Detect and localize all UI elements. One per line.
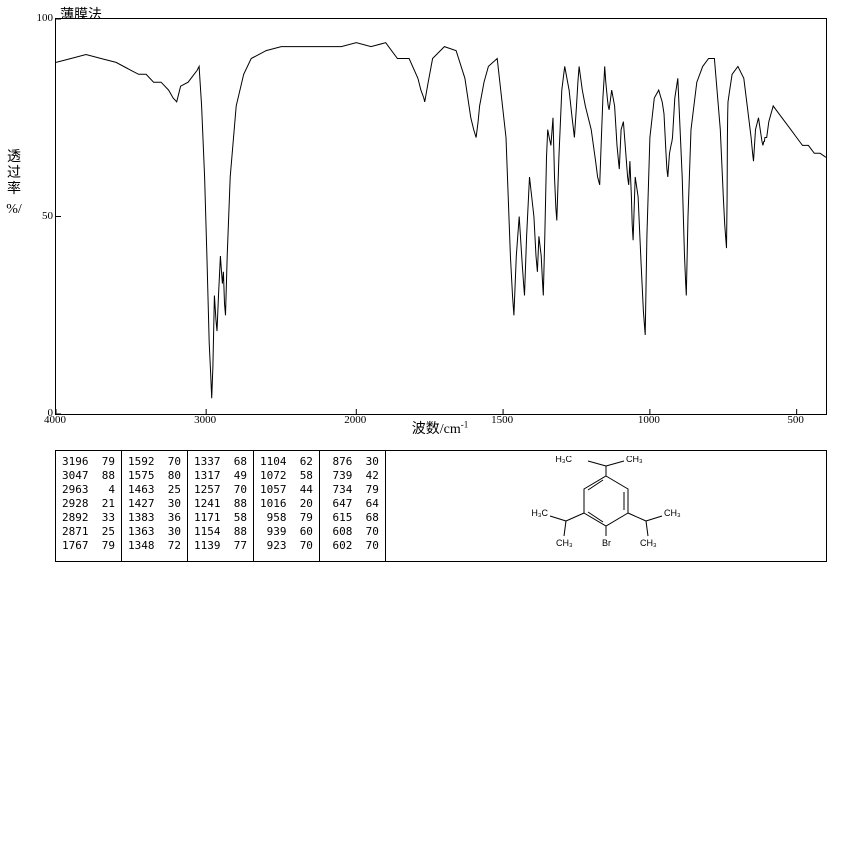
struct-top-right: CH₃ bbox=[626, 456, 643, 464]
y-tick-50: 50 bbox=[42, 210, 53, 222]
peak-col-2: 1592 70 1575 80 1463 25 1427 30 1383 36 … bbox=[122, 451, 188, 561]
y-axis: 100 50 0 bbox=[30, 18, 55, 413]
y-axis-label: 透 过 率 %/ bbox=[6, 150, 22, 218]
y-label-unit: %/ bbox=[6, 202, 22, 218]
y-label-line3: 率 bbox=[6, 182, 22, 198]
y-label-line1: 透 bbox=[6, 150, 22, 166]
peak-data-panel: 3196 79 3047 88 2963 4 2928 21 2892 33 2… bbox=[55, 450, 827, 562]
struct-br: Br bbox=[602, 538, 611, 548]
x-axis-label: 波数/cm-1 bbox=[55, 418, 825, 438]
y-tick-100: 100 bbox=[37, 12, 54, 24]
chemical-structure: H₃C CH₃ Br H₃C CH₃ CH₃ CH₃ bbox=[386, 451, 826, 561]
peak-col-3: 1337 68 1317 49 1257 70 1241 88 1171 58 … bbox=[188, 451, 254, 561]
struct-left-h3c: H₃C bbox=[531, 508, 548, 518]
peak-col-5: 876 30 739 42 734 79 647 64 615 68 608 7… bbox=[320, 451, 386, 561]
struct-left-ch3: CH₃ bbox=[556, 538, 573, 548]
struct-top-left: H₃C bbox=[555, 456, 572, 464]
spectrum-line bbox=[56, 19, 826, 414]
peak-col-4: 1104 62 1072 58 1057 44 1016 20 958 79 9… bbox=[254, 451, 320, 561]
struct-right-ch3-upper: CH₃ bbox=[664, 508, 681, 518]
page-container: 薄膜法 100 50 0 透 过 率 %/ 400030002000150010… bbox=[0, 0, 850, 850]
peak-col-1: 3196 79 3047 88 2963 4 2928 21 2892 33 2… bbox=[56, 451, 122, 561]
struct-right-ch3-lower: CH₃ bbox=[640, 538, 657, 548]
chart-plot-area bbox=[55, 18, 827, 415]
y-label-line2: 过 bbox=[6, 166, 22, 182]
structure-diagram: H₃C CH₃ Br H₃C CH₃ CH₃ CH₃ bbox=[506, 456, 706, 556]
